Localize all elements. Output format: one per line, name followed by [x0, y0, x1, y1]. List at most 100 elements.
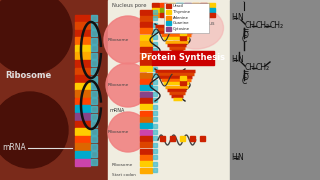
Bar: [184, 13, 191, 17]
Text: N: N: [237, 14, 243, 22]
Bar: [75, 37, 90, 44]
Bar: [180, 76, 186, 80]
Bar: [153, 54, 157, 58]
Bar: [153, 35, 157, 39]
Bar: [91, 15, 97, 21]
Bar: [91, 38, 97, 44]
Bar: [140, 117, 152, 122]
Bar: [140, 35, 152, 40]
Bar: [160, 8, 167, 12]
Bar: [208, 8, 215, 12]
Bar: [75, 105, 90, 112]
Bar: [91, 60, 97, 66]
Bar: [192, 8, 199, 12]
Bar: [192, 3, 199, 7]
Bar: [91, 106, 97, 112]
Bar: [140, 130, 152, 135]
Bar: [140, 161, 152, 166]
Bar: [184, 3, 191, 7]
Bar: [166, 21, 171, 25]
Text: Cytosine: Cytosine: [173, 27, 190, 31]
Bar: [140, 60, 152, 65]
Bar: [180, 31, 186, 35]
Text: O: O: [243, 73, 249, 82]
Bar: [153, 29, 157, 33]
Bar: [176, 3, 183, 7]
Bar: [140, 104, 152, 109]
Text: H: H: [231, 55, 237, 64]
Bar: [166, 16, 171, 20]
Bar: [153, 42, 157, 46]
Bar: [140, 136, 152, 141]
Bar: [168, 3, 175, 7]
Bar: [160, 3, 167, 7]
Text: mRNA: mRNA: [2, 143, 26, 152]
Bar: [153, 130, 157, 134]
Bar: [140, 111, 152, 116]
Bar: [140, 148, 152, 154]
Text: Uracil: Uracil: [173, 4, 184, 8]
Bar: [153, 73, 157, 77]
Bar: [140, 22, 152, 27]
Text: N: N: [237, 154, 243, 163]
Bar: [230, 0, 320, 180]
Bar: [168, 8, 175, 12]
Bar: [91, 98, 97, 104]
Bar: [140, 54, 152, 59]
Bar: [153, 136, 157, 140]
Bar: [75, 60, 90, 67]
Bar: [160, 136, 165, 141]
Bar: [75, 128, 90, 135]
Text: O: O: [243, 31, 249, 40]
Text: Cell nucleus: Cell nucleus: [185, 21, 214, 26]
Bar: [153, 155, 157, 159]
Text: CH₂: CH₂: [270, 21, 284, 30]
Bar: [91, 53, 97, 59]
Bar: [75, 30, 90, 37]
Bar: [153, 117, 157, 122]
Bar: [75, 15, 90, 21]
Text: C: C: [242, 78, 247, 87]
Bar: [153, 168, 157, 172]
Bar: [91, 68, 97, 74]
Bar: [140, 92, 152, 97]
Circle shape: [0, 92, 68, 168]
Text: Ribosome: Ribosome: [5, 71, 51, 80]
Bar: [160, 13, 167, 17]
Bar: [91, 159, 97, 165]
Bar: [184, 8, 191, 12]
Text: Ribosome: Ribosome: [108, 83, 129, 87]
Text: Start codon: Start codon: [112, 173, 136, 177]
Bar: [140, 16, 152, 21]
Bar: [153, 60, 157, 65]
Bar: [91, 151, 97, 158]
Bar: [91, 114, 97, 120]
Bar: [176, 13, 183, 17]
Bar: [108, 0, 230, 180]
Bar: [208, 13, 215, 17]
Bar: [192, 13, 199, 17]
Bar: [164, 3, 209, 33]
Bar: [75, 98, 90, 105]
Bar: [140, 41, 152, 46]
Text: Ribosome: Ribosome: [112, 163, 133, 167]
Bar: [140, 47, 152, 52]
Text: C: C: [242, 35, 247, 44]
Bar: [170, 136, 175, 141]
Bar: [190, 136, 195, 141]
Bar: [140, 123, 152, 128]
Bar: [153, 23, 157, 27]
Bar: [140, 168, 152, 172]
Bar: [91, 91, 97, 97]
Bar: [166, 10, 171, 14]
Bar: [75, 143, 90, 150]
Bar: [91, 22, 97, 29]
Bar: [140, 85, 152, 90]
Bar: [176, 8, 183, 12]
Bar: [153, 111, 157, 115]
Bar: [153, 149, 157, 153]
Bar: [153, 124, 157, 128]
Bar: [153, 80, 157, 84]
Text: Protein Synthesis: Protein Synthesis: [141, 53, 225, 62]
Text: Guanine: Guanine: [173, 21, 189, 25]
